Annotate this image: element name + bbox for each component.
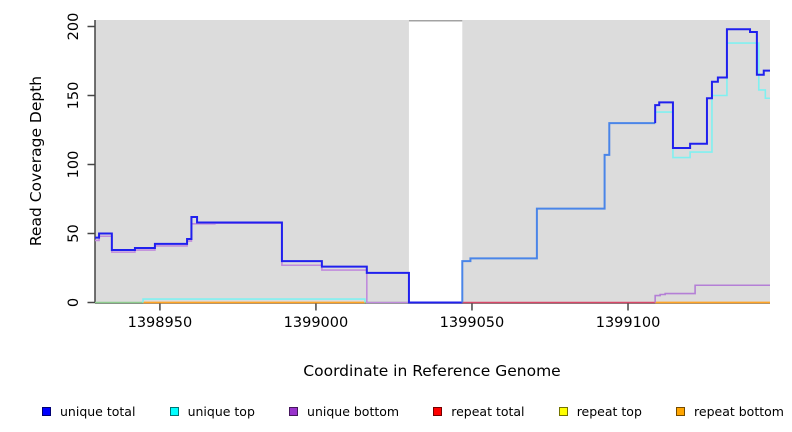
legend: unique total unique top unique bottom repea…: [42, 401, 784, 421]
y-tick-label: 0: [66, 298, 82, 307]
legend-item-unique-total: unique total: [42, 404, 135, 419]
series-unique-total-right: [654, 28, 770, 149]
legend-label: repeat bottom: [694, 403, 784, 419]
legend-label: repeat total: [451, 403, 525, 419]
legend-swatch-icon: [289, 406, 299, 416]
legend-label: unique top: [187, 403, 255, 419]
x-tick-label: 1398950: [128, 315, 193, 331]
legend-swatch-icon: [558, 406, 568, 416]
legend-item-unique-bottom: unique bottom: [289, 404, 399, 419]
legend-swatch-icon: [433, 406, 443, 416]
series-unique-top-left: [142, 298, 366, 303]
x-tick-label: 1399050: [440, 315, 505, 331]
legend-swatch-icon: [42, 406, 51, 416]
legend-item-repeat-bottom: repeat bottom: [676, 404, 784, 419]
series-unique-total-mid: [461, 122, 656, 303]
series-unique-bottom-right: [654, 284, 770, 303]
y-tick-label: 100: [66, 151, 82, 179]
masked-region: [408, 20, 463, 303]
x-tick-label: 1399000: [284, 315, 349, 331]
y-tick-label: 150: [66, 82, 82, 110]
legend-label: repeat top: [576, 403, 642, 419]
y-tick-label: 200: [66, 13, 82, 41]
legend-item-unique-top: unique top: [169, 403, 255, 419]
legend-item-repeat-total: repeat total: [433, 403, 525, 419]
legend-swatch-icon: [169, 406, 179, 416]
legend-item-repeat-top: repeat top: [558, 403, 642, 419]
y-axis-title: Read Coverage Depth: [27, 75, 45, 247]
coverage-plot: 0 50 100 150 200 1398950 1399000 1399050 1399100: [66, 13, 770, 331]
legend-label: unique bottom: [307, 403, 400, 419]
y-tick-label: 50: [66, 224, 82, 242]
x-axis-title: Coordinate in Reference Genome: [303, 362, 561, 380]
legend-swatch-icon: [676, 406, 686, 416]
series-unique-total-left: [95, 215, 463, 304]
legend-label: unique total: [60, 403, 136, 419]
x-tick-label: 1399100: [596, 315, 661, 331]
